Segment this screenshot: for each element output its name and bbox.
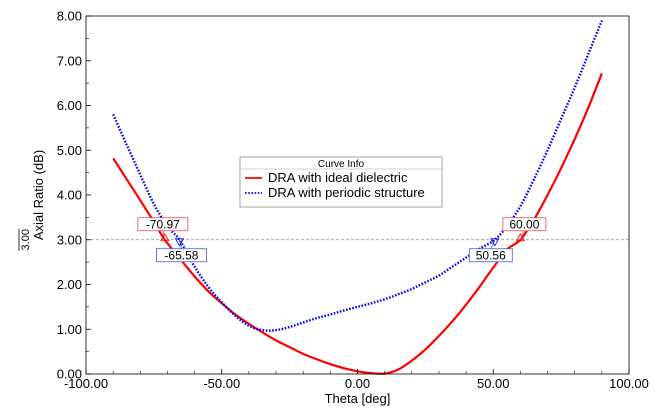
marker-triangle — [490, 238, 500, 247]
series-line-periodic-structure — [112, 20, 604, 332]
y-axis-title: Axial Ratio (dB) — [31, 150, 46, 240]
marker-triangle — [174, 238, 185, 247]
y-tick-label: 4.00 — [57, 188, 82, 203]
marker-box — [137, 217, 189, 232]
x-tick-label: 100.00 — [609, 376, 649, 391]
x-tick-label: -100.00 — [64, 376, 108, 391]
x-tick-label: -50.00 — [203, 376, 240, 391]
marker-triangle — [515, 232, 526, 242]
legend-entry-label: DRA with ideal dielectric — [268, 170, 408, 185]
y-tick-label: 5.00 — [57, 143, 82, 158]
marker-label: -70.97 — [146, 217, 180, 231]
legend-entry-label: DRA with periodic structure — [268, 185, 425, 200]
marker-layer: -70.97 -65.58 60.00 50.56 — [137, 217, 547, 263]
y-tick-label: 3.00 — [57, 232, 82, 247]
x-axis-title: Theta [deg] — [325, 391, 391, 406]
legend-box — [239, 156, 443, 208]
y-tick-label: 2.00 — [57, 277, 82, 292]
marker-connector — [520, 230, 525, 240]
marker-connector — [490, 239, 496, 249]
marker-box — [502, 217, 547, 232]
reference-line-label: 3.00 — [20, 229, 32, 250]
y-tick-label: 7.00 — [57, 53, 82, 68]
marker-label: 60.00 — [509, 217, 539, 231]
y-tick-label: 0.00 — [57, 367, 82, 382]
marker-box — [156, 248, 207, 263]
x-tick-label: 50.00 — [477, 376, 510, 391]
marker-label: -65.58 — [164, 248, 198, 262]
y-tick-label: 1.00 — [57, 322, 82, 337]
reference-layer: 3.00 — [18, 228, 629, 251]
marker-label: 50.56 — [476, 248, 506, 262]
x-tick-label: 0.00 — [345, 376, 370, 391]
marker-box — [468, 248, 513, 263]
legend-title: Curve Info — [318, 159, 365, 170]
axes-layer: -100.00 -50.00 0.00 50.00 100.00 0.00 1.00 2.00… — [31, 9, 649, 407]
y-tick-label: 6.00 — [57, 98, 82, 113]
y-tick-label: 8.00 — [57, 9, 82, 24]
marker-triangle — [160, 232, 170, 242]
